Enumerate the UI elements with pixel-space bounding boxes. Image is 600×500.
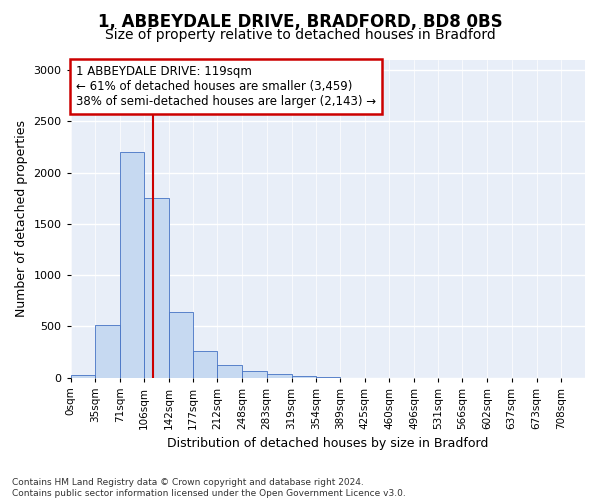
Bar [169,312,193,378]
Bar [71,376,95,378]
Bar [292,376,316,378]
Text: 1, ABBEYDALE DRIVE, BRADFORD, BD8 0BS: 1, ABBEYDALE DRIVE, BRADFORD, BD8 0BS [98,12,502,30]
Bar [120,152,144,378]
Text: Size of property relative to detached houses in Bradford: Size of property relative to detached ho… [104,28,496,42]
Bar [242,371,266,378]
Y-axis label: Number of detached properties: Number of detached properties [15,120,28,318]
Bar [266,374,292,378]
Bar [144,198,169,378]
Bar [193,352,217,378]
Text: Contains HM Land Registry data © Crown copyright and database right 2024.
Contai: Contains HM Land Registry data © Crown c… [12,478,406,498]
Bar [95,326,120,378]
X-axis label: Distribution of detached houses by size in Bradford: Distribution of detached houses by size … [167,437,488,450]
Bar [217,365,242,378]
Text: 1 ABBEYDALE DRIVE: 119sqm
← 61% of detached houses are smaller (3,459)
38% of se: 1 ABBEYDALE DRIVE: 119sqm ← 61% of detac… [76,65,376,108]
